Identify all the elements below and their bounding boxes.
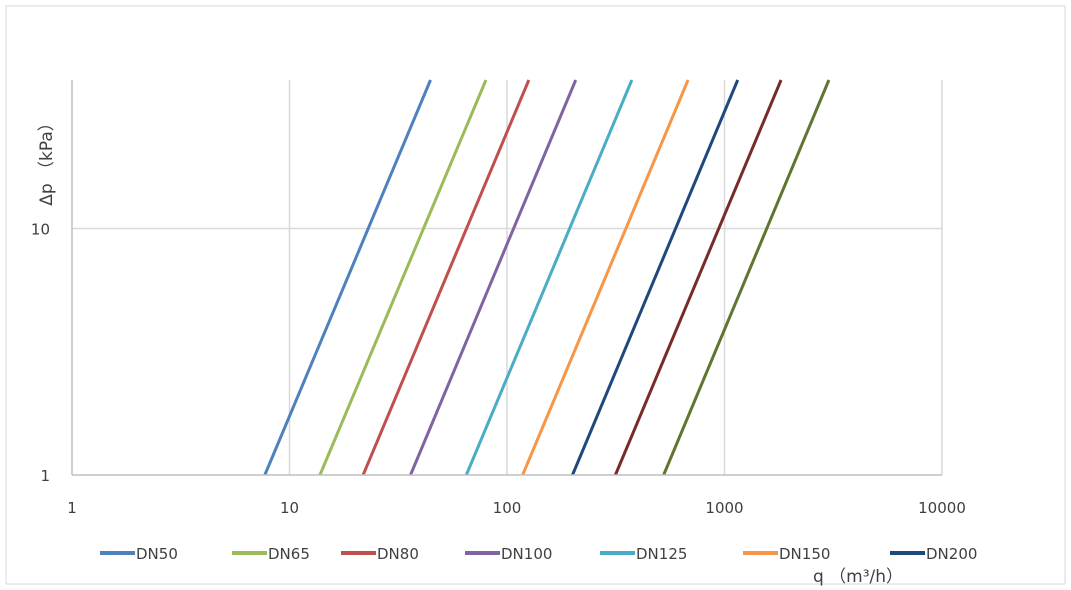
y-tick-label: 1 [40, 467, 50, 485]
series-line-dn80 [361, 79, 531, 476]
y-tick-labels: 1 10 [31, 220, 50, 485]
series-line-dn200 [571, 79, 740, 476]
legend-label-dn200: DN200 [926, 545, 977, 563]
series-lines [263, 79, 831, 476]
x-axis-title: q （m³/h） [813, 567, 903, 587]
series-line-dn65 [318, 79, 488, 476]
x-tick-label: 1 [67, 499, 77, 517]
x-tick-label: 10000 [918, 499, 966, 517]
legend-label-dn80: DN80 [377, 545, 419, 563]
series-line [662, 79, 831, 476]
series-line-dn125 [464, 79, 634, 476]
chart-area-border [5, 5, 1066, 585]
x-tick-labels: 1 10 100 1000 10000 [67, 499, 966, 517]
legend-label-dn125: DN125 [636, 545, 687, 563]
y-axis-title: Δp （kPa） [37, 114, 57, 206]
y-tick-label: 10 [31, 220, 50, 238]
x-tick-label: 10 [280, 499, 299, 517]
series-line [613, 79, 783, 476]
gridlines [72, 80, 943, 475]
axes [71, 80, 942, 476]
legend-label-dn50: DN50 [136, 545, 178, 563]
legend-label-dn65: DN65 [268, 545, 310, 563]
x-tick-label: 1000 [705, 499, 743, 517]
legend-label-dn100: DN100 [501, 545, 552, 563]
legend: DN50 DN65 DN80 DN100 DN125 DN150 DN200 [100, 545, 977, 563]
series-line-dn50 [263, 79, 432, 476]
series-line-dn100 [409, 79, 578, 476]
x-tick-label: 100 [493, 499, 522, 517]
series-line-dn150 [521, 79, 690, 476]
legend-label-dn150: DN150 [779, 545, 830, 563]
